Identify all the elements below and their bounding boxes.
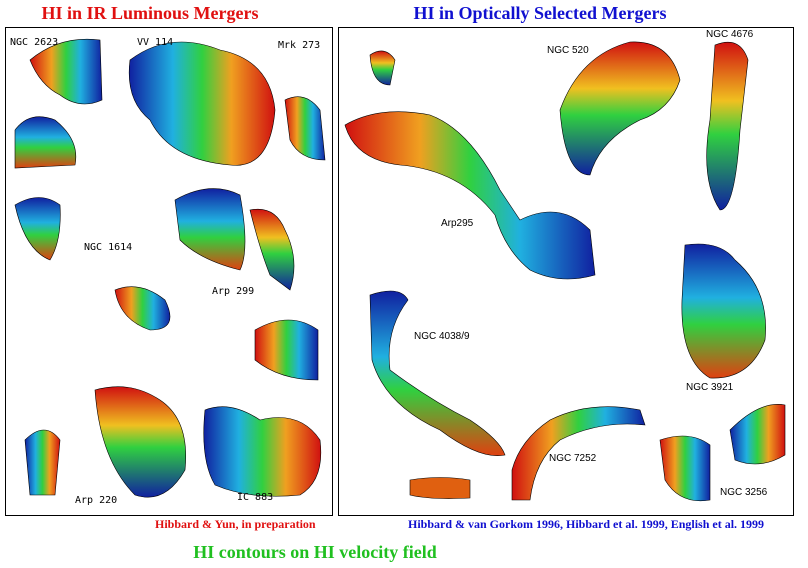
galaxy-label: NGC 3256 [720, 487, 768, 498]
galaxy-label: NGC 1614 [84, 242, 132, 253]
caption: HI contours on HI velocity field [193, 542, 437, 562]
title-right: HI in Optically Selected Mergers [414, 3, 667, 23]
galaxy-label: Arp 220 [75, 495, 117, 506]
credit-left: Hibbard & Yun, in preparation [155, 517, 316, 531]
credit-right: Hibbard & van Gorkom 1996, Hibbard et al… [408, 517, 764, 531]
galaxy-label: Mrk 273 [278, 40, 320, 51]
galaxy-label: Arp 299 [212, 286, 254, 297]
galaxy-label: VV 114 [137, 37, 173, 48]
galaxy-label: NGC 520 [547, 45, 589, 56]
galaxy-label: NGC 4038/9 [414, 331, 470, 342]
title-left: HI in IR Luminous Mergers [41, 3, 258, 23]
galaxy-label: NGC 7252 [549, 453, 597, 464]
galaxy-labels: NGC 2623 VV 114 Mrk 273 NGC 1614 Arp 299 Arp … [10, 29, 768, 506]
galaxy-label: NGC 4676 [706, 29, 754, 40]
galaxy-label: Arp295 [441, 218, 474, 229]
galaxy-label: NGC 2623 [10, 37, 58, 48]
galaxy-label: NGC 3921 [686, 382, 734, 393]
galaxy-label: IC 883 [237, 492, 273, 503]
right-galaxies [344, 41, 786, 502]
left-galaxies [14, 38, 326, 498]
